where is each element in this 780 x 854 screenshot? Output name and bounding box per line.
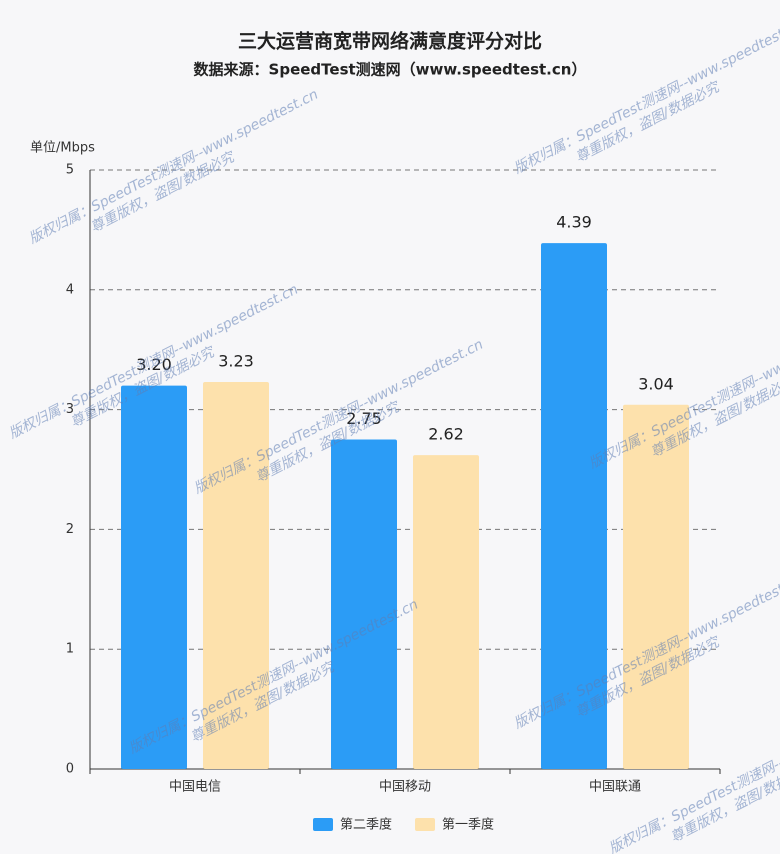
value-label: 3.20 xyxy=(136,355,172,374)
chart-title: 三大运营商宽带网络满意度评分对比 xyxy=(238,30,542,53)
bar xyxy=(541,243,607,769)
legend-swatch xyxy=(313,818,333,831)
bar xyxy=(121,385,187,769)
y-axis-label: 单位/Mbps xyxy=(30,141,95,156)
value-label: 3.23 xyxy=(218,352,254,371)
bar xyxy=(413,455,479,769)
x-tick-label: 中国联通 xyxy=(589,780,641,795)
y-tick-label: 1 xyxy=(66,642,74,657)
y-tick-label: 4 xyxy=(66,282,74,297)
chart-subtitle: 数据来源：SpeedTest测速网（www.speedtest.cn） xyxy=(194,61,587,79)
x-tick-label: 中国移动 xyxy=(379,780,431,795)
legend-label: 第二季度 xyxy=(340,817,392,833)
legend-swatch xyxy=(415,818,435,831)
y-tick-label: 5 xyxy=(66,163,74,178)
y-tick-label: 2 xyxy=(66,522,74,537)
value-label: 3.04 xyxy=(638,374,674,393)
bar xyxy=(203,382,269,769)
value-label: 2.62 xyxy=(428,425,464,444)
bar xyxy=(623,404,689,769)
y-tick-label: 0 xyxy=(66,762,74,777)
legend-label: 第一季度 xyxy=(442,817,494,833)
value-label: 2.75 xyxy=(346,409,382,428)
x-tick-label: 中国电信 xyxy=(169,780,221,795)
bar xyxy=(331,439,397,769)
y-tick-label: 3 xyxy=(66,402,74,417)
value-label: 4.39 xyxy=(556,213,592,232)
